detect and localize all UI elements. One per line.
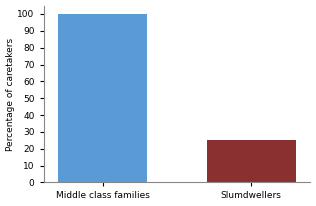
- Bar: [207, 140, 296, 183]
- Bar: [58, 14, 147, 183]
- Y-axis label: Percentage of caretakers: Percentage of caretakers: [6, 37, 15, 151]
